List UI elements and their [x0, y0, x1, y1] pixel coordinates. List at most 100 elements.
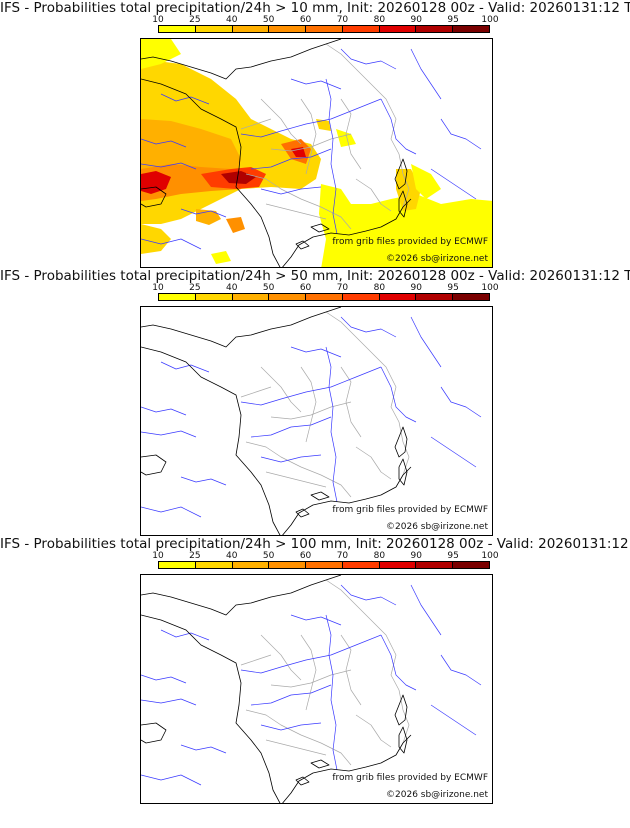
river-line	[325, 78, 338, 235]
colorbar-segment	[306, 562, 343, 568]
colorbar-segment	[342, 562, 380, 568]
colorbar-segment	[453, 294, 490, 300]
colorbar-tick-label: 10	[152, 551, 164, 561]
panel-100mm: IFS - Probabilities total precipitation/…	[0, 536, 630, 804]
map-svg	[141, 575, 482, 803]
copyright-text: ©2026 sb@irizone.net	[386, 254, 488, 264]
colorbar-segment	[269, 294, 307, 300]
colorbar-segment	[453, 562, 490, 568]
coastline	[310, 223, 330, 233]
colorbar-tick-label: 70	[336, 15, 349, 25]
river-line	[141, 430, 197, 438]
coastline	[141, 575, 342, 616]
coastline	[394, 158, 408, 190]
map-frame[interactable]: from grib files provided by ECMWF ©2026 …	[140, 306, 493, 536]
admin-border	[265, 471, 327, 488]
colorbar-segment	[232, 294, 270, 300]
colorbar-segment	[342, 294, 380, 300]
colorbar-segment	[416, 294, 454, 300]
probability-area	[141, 39, 181, 69]
coastline	[295, 240, 310, 250]
copyright-text: ©2026 sb@irizone.net	[386, 522, 488, 532]
probability-area	[141, 224, 171, 254]
admin-border	[355, 178, 392, 212]
admin-border	[245, 709, 352, 766]
probability-area	[411, 164, 441, 199]
coastline	[141, 614, 281, 803]
admin-border	[340, 366, 362, 438]
colorbar	[158, 293, 490, 301]
river-line	[410, 48, 442, 100]
coastline	[398, 458, 408, 486]
panel-title: IFS - Probabilities total precipitation/…	[0, 0, 630, 16]
river-line	[410, 584, 442, 636]
river-line	[440, 654, 482, 686]
coastline	[141, 186, 167, 208]
colorbar-segment	[453, 26, 490, 32]
colorbar-tick-label: 100	[481, 283, 499, 293]
colorbar-tick-label: 25	[189, 15, 201, 25]
river-line	[325, 614, 338, 771]
credit-text: from grib files provided by ECMWF	[332, 237, 488, 247]
colorbar-tick-label: 25	[189, 551, 201, 561]
colorbar-tick-label: 40	[226, 551, 238, 561]
admin-border	[240, 654, 272, 666]
river-line	[340, 316, 397, 338]
river-line	[141, 506, 202, 518]
river-line	[160, 93, 210, 105]
river-line	[290, 78, 342, 90]
river-line	[380, 366, 417, 423]
colorbar-segment	[379, 562, 417, 568]
colorbar-tick-label: 10	[152, 283, 164, 293]
colorbar-segment	[159, 562, 196, 568]
river-line	[141, 138, 187, 148]
river-line	[180, 476, 227, 486]
map-frame[interactable]: from grib files provided by ECMWF ©2026 …	[140, 574, 493, 804]
admin-border	[260, 366, 302, 413]
colorbar-tick-label: 10	[152, 15, 164, 25]
admin-border	[245, 441, 352, 498]
colorbar-tick-label: 80	[373, 551, 386, 561]
copyright-text: ©2026 sb@irizone.net	[386, 790, 488, 800]
admin-border	[300, 98, 317, 175]
colorbar-segment	[159, 294, 196, 300]
colorbar-ticks: 10 25 40 50 60 70 80 90 95 100	[152, 551, 498, 561]
colorbar-ticks: 10 25 40 50 60 70 80 90 95 100	[152, 283, 498, 293]
colorbar-tick-label: 90	[410, 15, 422, 25]
river-line	[141, 238, 202, 250]
river-line	[141, 162, 197, 170]
river-line	[325, 346, 338, 503]
probability-area	[211, 251, 231, 264]
probability-area	[336, 129, 356, 147]
coastline	[398, 190, 408, 218]
probability-area	[226, 217, 245, 233]
coastline	[282, 734, 412, 803]
river-line	[410, 316, 442, 368]
colorbar-tick-label: 60	[299, 15, 312, 25]
river-line	[430, 704, 477, 736]
admin-border	[270, 401, 352, 420]
colorbar-segment	[232, 562, 270, 568]
colorbar	[158, 561, 490, 569]
map-frame[interactable]: from grib files provided by ECMWF ©2026 …	[140, 38, 493, 268]
colorbar-tick-label: 70	[336, 283, 349, 293]
river-line	[340, 48, 397, 70]
credit-text: from grib files provided by ECMWF	[332, 773, 488, 783]
river-line	[250, 416, 332, 438]
river-line	[250, 148, 332, 170]
admin-border	[355, 714, 392, 748]
colorbar-tick-label: 100	[481, 551, 499, 561]
river-line	[180, 208, 227, 218]
river-line	[430, 436, 477, 468]
colorbar-tick-label: 80	[373, 15, 386, 25]
admin-border	[265, 203, 327, 220]
panel-title: IFS - Probabilities total precipitation/…	[0, 268, 630, 284]
colorbar-tick-label: 90	[410, 551, 422, 561]
admin-border	[240, 386, 272, 398]
admin-border	[265, 739, 327, 756]
river-line	[440, 118, 482, 150]
coastline	[398, 726, 408, 754]
colorbar-tick-label: 100	[481, 15, 499, 25]
colorbar-tick-label: 95	[447, 15, 459, 25]
river-line	[440, 386, 482, 418]
